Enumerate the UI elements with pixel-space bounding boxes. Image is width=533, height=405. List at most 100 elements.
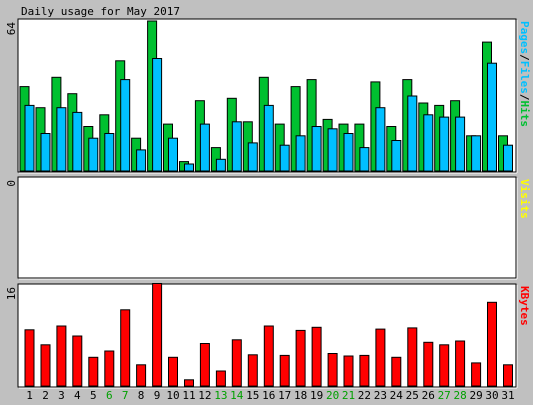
files-bar [231,121,242,172]
kbytes-bar [327,353,338,387]
y-max-label: 0 [5,180,18,187]
files-bar [104,133,115,172]
chart-panels: 64 Pages/Files/Hits 0 Visits 16 KBytes [5,18,531,389]
series-label: Pages/Files/Hits [518,21,531,127]
kbytes-bar [215,370,226,387]
y-max-label: 64 [5,22,18,36]
x-tick-label: 24 [390,389,404,402]
x-tick-label: 23 [374,389,387,402]
kbytes-bar [423,341,434,387]
kbytes-bar [199,343,210,387]
kbytes-bar [40,344,51,387]
x-tick-label: 9 [154,389,161,402]
kbytes-bar [439,344,450,387]
files-bar [40,133,51,172]
files-bar [136,149,147,172]
x-tick-label: 2 [42,389,49,402]
kbytes-bar [120,309,131,387]
files-bar [343,133,354,172]
kbytes-bar [56,325,67,387]
series-label: Visits [518,179,531,219]
x-tick-label: 16 [262,389,275,402]
kbytes-bar [407,327,418,387]
panel-visits: 0 Visits [5,176,531,280]
files-bar [375,107,386,172]
kbytes-bar [184,379,194,387]
files-bar [88,137,99,172]
kbytes-bar [311,326,322,387]
x-tick-label: 20 [326,389,339,402]
x-tick-label: 6 [106,389,113,402]
kbytes-bar [295,329,306,387]
kbytes-bar [503,364,513,387]
files-bar [407,95,418,172]
files-bar [471,135,482,172]
files-bar [439,116,450,172]
x-tick-label: 7 [122,389,129,402]
kbytes-bar [72,335,83,387]
x-tick-label: 13 [214,389,227,402]
files-bar [295,135,306,172]
files-bar [168,137,178,172]
series-label-part: Pages [518,21,531,54]
series-label-part: Visits [518,179,531,219]
files-bar [199,123,210,172]
files-bar [455,116,466,172]
kbytes-bar [136,364,147,387]
kbytes-bar [247,354,258,387]
panel-kbytes: 16 KBytes [5,283,531,389]
kbytes-bar [168,356,178,387]
kbytes-bar [343,355,354,387]
plot-area [17,176,517,279]
files-bar [56,107,67,172]
x-tick-label: 29 [469,389,482,402]
panel-hits-files: 64 Pages/Files/Hits [5,18,531,174]
series-label: KBytes [518,286,531,326]
x-tick-label: 27 [438,389,451,402]
files-bar [487,62,497,172]
kbytes-bar [263,325,274,387]
x-tick-label: 5 [90,389,97,402]
files-bar [327,128,338,172]
x-tick-label: 22 [358,389,371,402]
files-bar [72,111,83,172]
x-tick-label: 17 [278,389,291,402]
x-tick-label: 12 [198,389,211,402]
x-axis-labels: 1 2 3 4 5 6 7 8 9 10 11 12 13 14 15 16 17 18 19 20 21 22 23 24 2… [26,389,514,402]
kbytes-bar [88,356,99,387]
x-tick-label: 3 [58,389,65,402]
x-tick-label: 25 [406,389,419,402]
x-tick-label: 15 [246,389,259,402]
x-tick-label: 8 [138,389,145,402]
x-tick-label: 14 [230,389,244,402]
files-bar [24,104,35,172]
files-bar [184,163,194,172]
files-bar [247,142,258,172]
kbytes-bar [231,339,242,387]
chart-title: Daily usage for May 2017 [21,5,180,18]
files-bar [503,144,513,172]
x-tick-label: 19 [310,389,323,402]
files-bar [423,114,434,172]
files-bar [215,158,226,172]
kbytes-bar [471,362,482,387]
kbytes-bar [391,356,402,387]
series-label-part: KBytes [518,286,531,326]
kbytes-bar [24,329,35,387]
x-tick-label: 21 [342,389,355,402]
kbytes-bar [152,283,163,387]
files-bar [120,79,131,172]
kbytes-bar [375,328,386,387]
x-tick-label: 26 [422,389,435,402]
series-label-part: Hits [518,101,531,128]
x-tick-label: 11 [182,389,195,402]
kbytes-bar [279,354,290,387]
x-tick-label: 10 [166,389,179,402]
x-tick-label: 30 [485,389,498,402]
kbytes-bar [455,340,466,387]
files-bar [279,144,290,172]
x-tick-label: 4 [74,389,81,402]
kbytes-bar [359,354,370,387]
